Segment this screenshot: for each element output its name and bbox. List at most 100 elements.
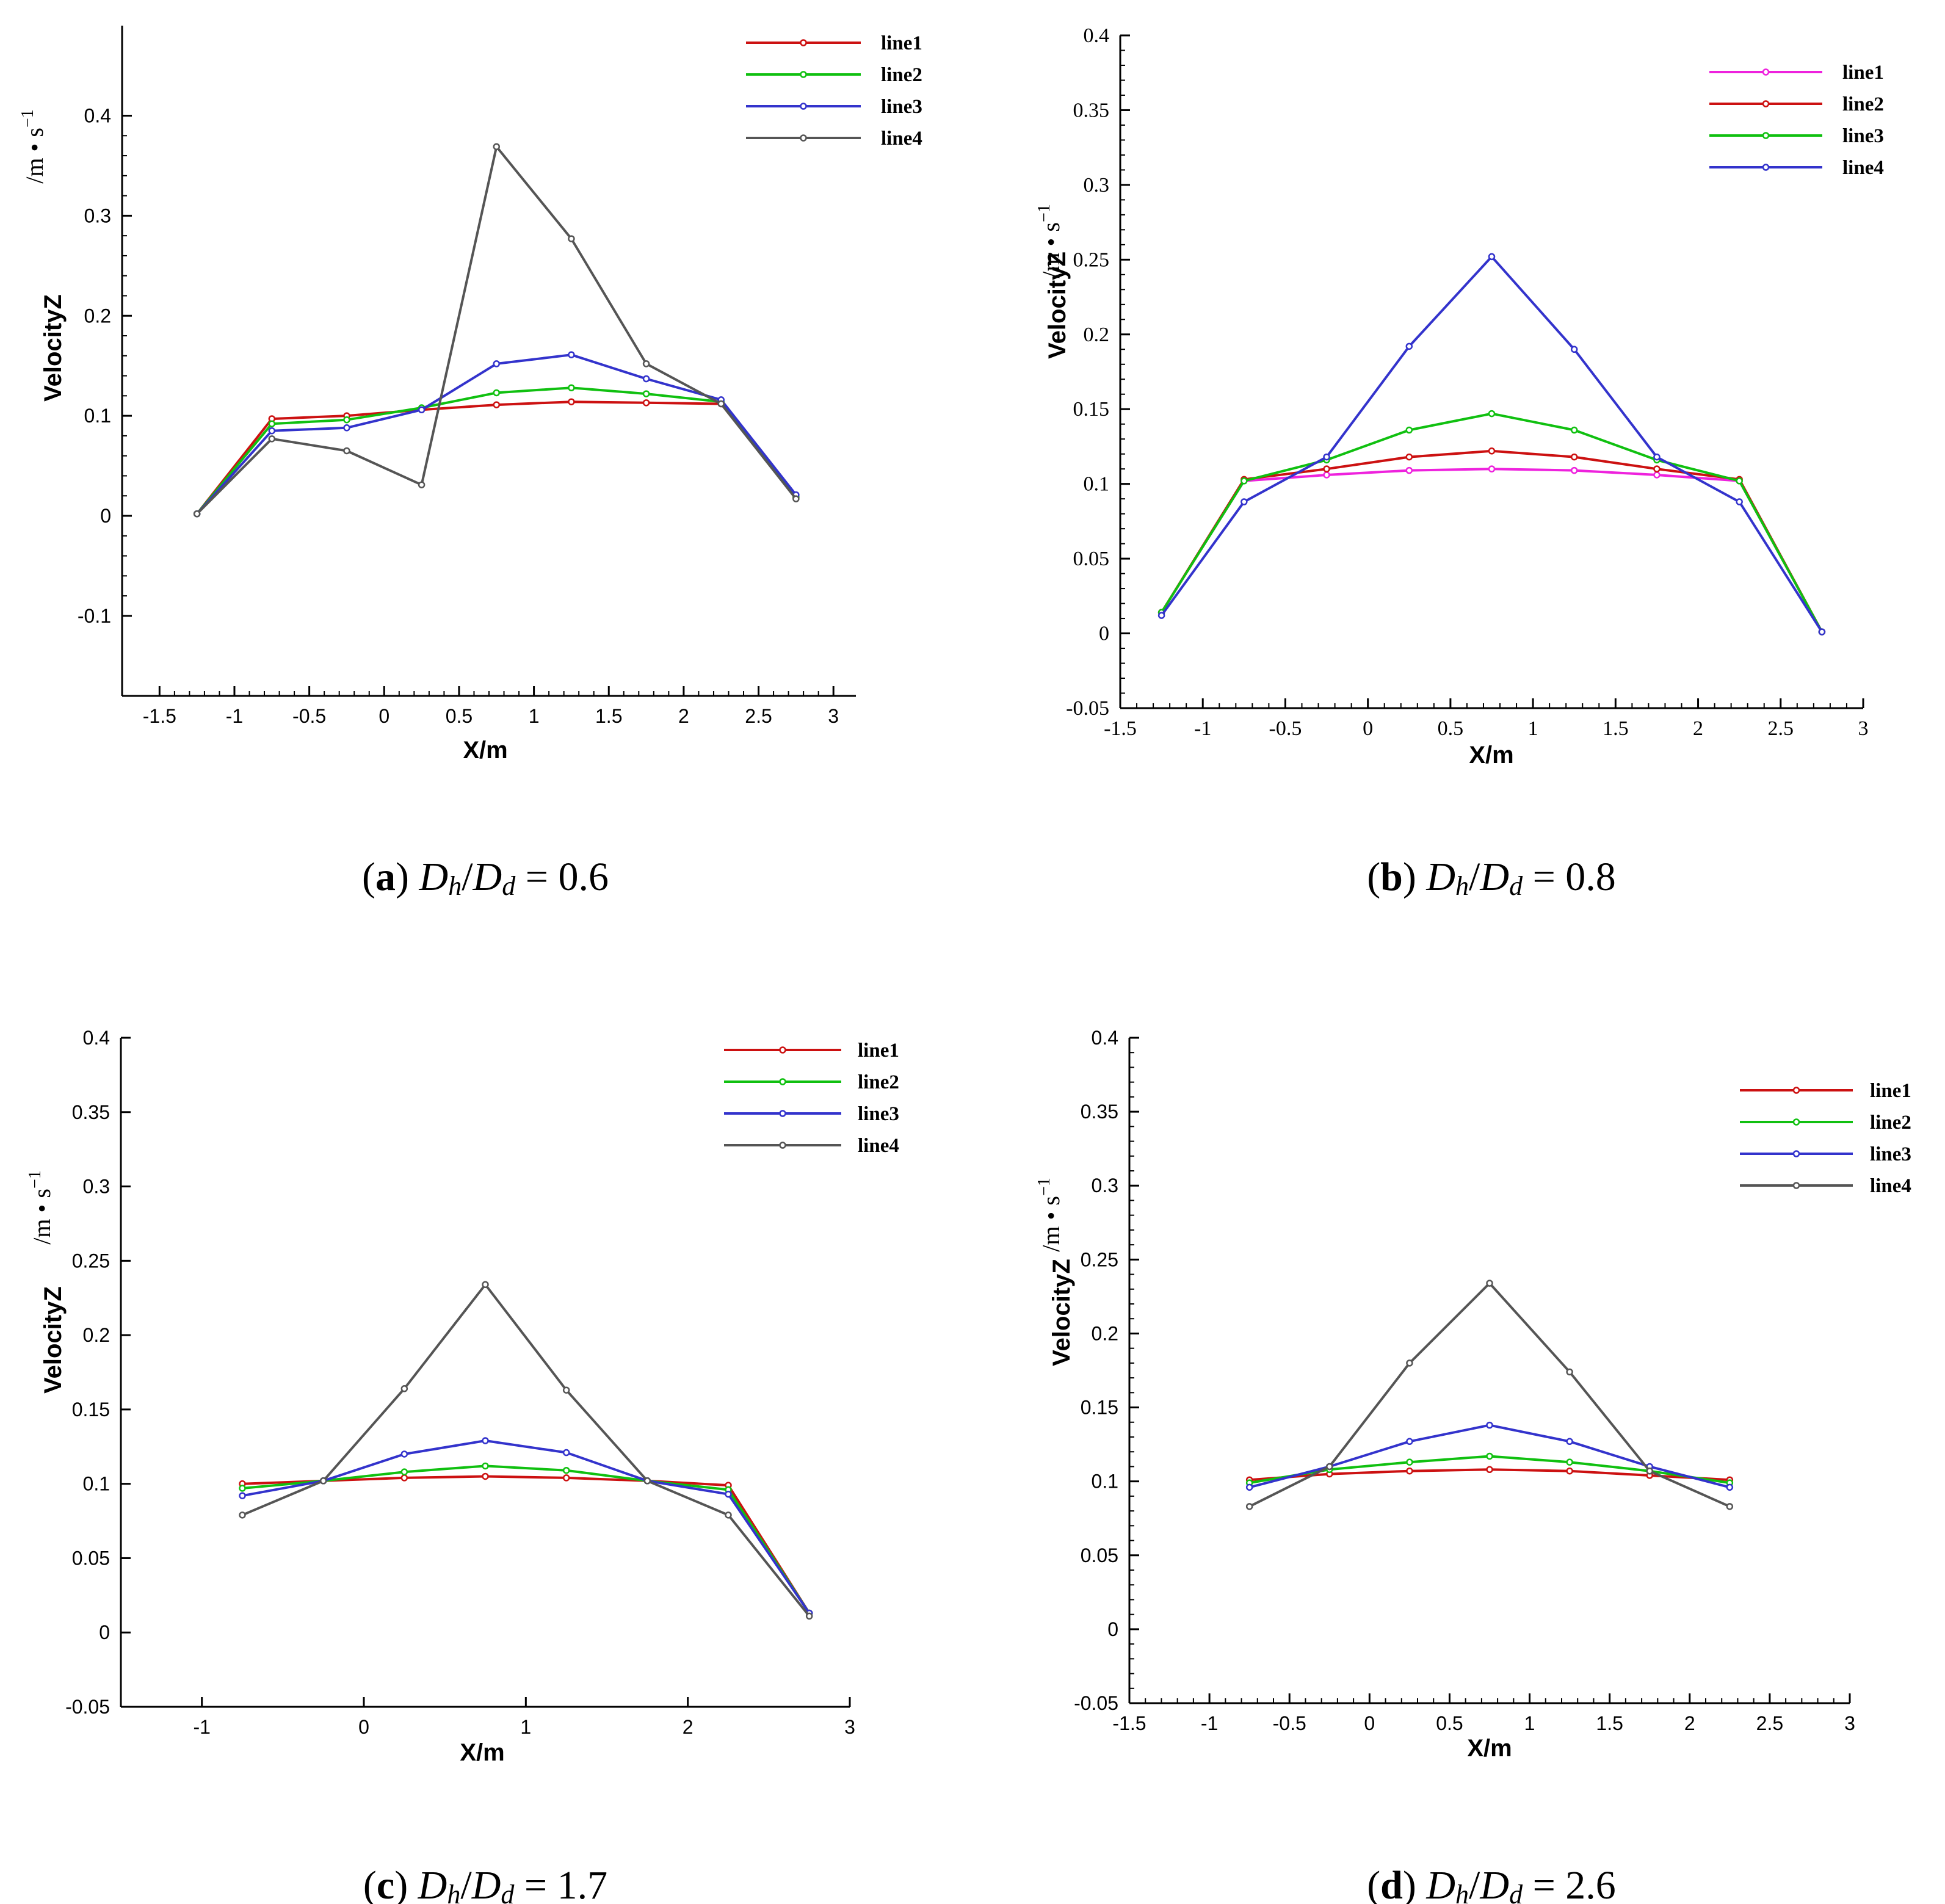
data-point-line1: [1486, 1466, 1493, 1474]
data-point-line1: [400, 1474, 408, 1482]
x-tick-label: 2.5: [1756, 1712, 1783, 1734]
data-point-line4: [418, 481, 426, 488]
data-point-line4: [1406, 1359, 1413, 1367]
x-tick-label: 0.5: [1438, 717, 1464, 740]
x-tick-label: 3: [844, 1716, 855, 1738]
x-tick-label: 0.5: [446, 705, 473, 727]
panel-caption: (b) Dh/Dd = 0.8: [1367, 855, 1616, 901]
data-point-line4: [1157, 612, 1165, 619]
data-point-line2: [1323, 465, 1330, 472]
y-axis-unit-exponent: −1: [26, 1170, 45, 1189]
series-line-line2: [242, 1464, 811, 1614]
legend-label-line2: line2: [881, 64, 922, 86]
data-point-line2: [343, 416, 350, 424]
x-tick-label: -1: [226, 705, 243, 727]
data-point-line3: [1406, 1438, 1413, 1446]
series-line-line1: [242, 1475, 811, 1614]
data-point-line4: [1245, 1503, 1253, 1510]
data-point-line4: [1736, 498, 1743, 505]
data-point-line1: [1570, 466, 1578, 474]
y-tick-label: -0.05: [1066, 697, 1109, 720]
data-point-line3: [418, 406, 426, 414]
data-point-line2: [493, 389, 501, 397]
data-point-line4: [1486, 1280, 1493, 1287]
legend-marker-line3: [1792, 1150, 1800, 1157]
y-axis-unit-base: /m • s: [28, 1189, 56, 1245]
y-axis-unit-base: /m • s: [21, 128, 48, 184]
x-tick-label: -1.5: [143, 705, 176, 727]
data-point-line1: [482, 1472, 489, 1480]
data-point-line3: [493, 360, 501, 367]
data-point-line3: [568, 351, 575, 358]
data-point-line4: [1653, 453, 1661, 461]
x-tick-label: 0: [1363, 717, 1373, 740]
data-point-line1: [562, 1474, 570, 1482]
y-tick-label: 0.15: [72, 1399, 110, 1421]
x-tick-label: -0.5: [1269, 717, 1302, 740]
y-axis-unit-base: /m • s: [1037, 222, 1065, 278]
y-tick-label: -0.05: [65, 1696, 110, 1718]
data-point-line3: [1736, 477, 1743, 485]
data-point-line2: [1566, 1458, 1573, 1466]
series-line-line2: [1160, 449, 1824, 633]
y-tick-label: 0.35: [1073, 99, 1110, 121]
x-tick-label: 2.5: [1768, 717, 1794, 740]
x-tick-label: 1.5: [1596, 1712, 1623, 1734]
y-tick-label: 0.15: [1081, 1397, 1118, 1419]
data-point-line2: [1406, 1458, 1413, 1466]
y-tick-label: 0.1: [1092, 1471, 1118, 1493]
legend-label-line3: line3: [858, 1103, 899, 1125]
data-point-line4: [1818, 628, 1826, 635]
legend-label-line1: line1: [1842, 62, 1884, 84]
data-point-line1: [1488, 465, 1496, 472]
x-tick-label: -1.5: [1104, 717, 1137, 740]
data-point-line4: [268, 435, 276, 443]
y-tick-label: 0.25: [72, 1250, 110, 1272]
x-tick-label: -1: [1194, 717, 1211, 740]
panel-caption: (d) Dh/Dd = 2.6: [1367, 1863, 1616, 1904]
y-axis-unit-exponent: −1: [1035, 1178, 1054, 1196]
data-point-line4: [717, 400, 725, 408]
caption-letter: c: [377, 1863, 394, 1904]
legend-marker-line1: [1762, 68, 1770, 76]
y-axis-unit: /m • s−1: [26, 1170, 56, 1245]
panel-caption: (a) Dh/Dd = 0.6: [362, 855, 609, 901]
y-axis-title: VelocityZ: [1044, 252, 1071, 359]
caption-ratio-value: 0.8: [1565, 855, 1616, 899]
x-tick-label: 0.5: [1436, 1712, 1463, 1734]
data-point-line4: [1241, 498, 1248, 505]
legend-label-line2: line2: [858, 1071, 899, 1093]
data-point-line1: [493, 401, 501, 408]
caption-ratio-value: 0.6: [558, 855, 609, 899]
legend-label-line4: line4: [1870, 1175, 1911, 1197]
data-point-line4: [1726, 1503, 1734, 1510]
x-axis-title: X/m: [1469, 742, 1513, 769]
data-point-line3: [642, 375, 650, 383]
x-tick-label: 0: [358, 1716, 369, 1738]
data-point-line4: [400, 1385, 408, 1392]
series-line-line4: [1160, 255, 1824, 633]
chart-panel-a: -0.1 0 0.1 0.2 0.3 0.4 -1.5 -1 -0.5 0 0.5 1 1.5 2 2.5 3…: [18, 26, 922, 901]
y-tick-label: -0.1: [78, 605, 111, 627]
data-point-line4: [1646, 1467, 1653, 1475]
chart-panel-d: -0.05 0 0.05 0.1 0.15 0.2 0.25 0.3 0.35 0.4 -1.5 -1…: [1035, 1027, 1911, 1904]
y-tick-label: 0.3: [83, 1176, 110, 1198]
x-tick-label: -1.5: [1112, 1712, 1146, 1734]
x-tick-label: 2.5: [745, 705, 772, 727]
legend-marker-line1: [779, 1046, 786, 1054]
x-axis-title: X/m: [463, 737, 507, 764]
data-point-line4: [493, 143, 501, 151]
y-tick-label: 0.2: [84, 305, 111, 327]
data-point-line2: [562, 1466, 570, 1474]
x-tick-label: 2: [1684, 1712, 1695, 1734]
data-point-line4: [1488, 253, 1496, 261]
data-point-line4: [642, 360, 650, 367]
data-point-line4: [193, 510, 201, 518]
y-tick-label: 0: [99, 1621, 110, 1643]
data-point-line1: [1406, 1467, 1413, 1475]
data-point-line4: [1570, 346, 1578, 353]
data-point-line4: [805, 1612, 813, 1620]
y-axis-unit-exponent: −1: [1035, 204, 1054, 222]
y-tick-label: 0.4: [84, 104, 111, 126]
data-point-line1: [1405, 466, 1413, 474]
